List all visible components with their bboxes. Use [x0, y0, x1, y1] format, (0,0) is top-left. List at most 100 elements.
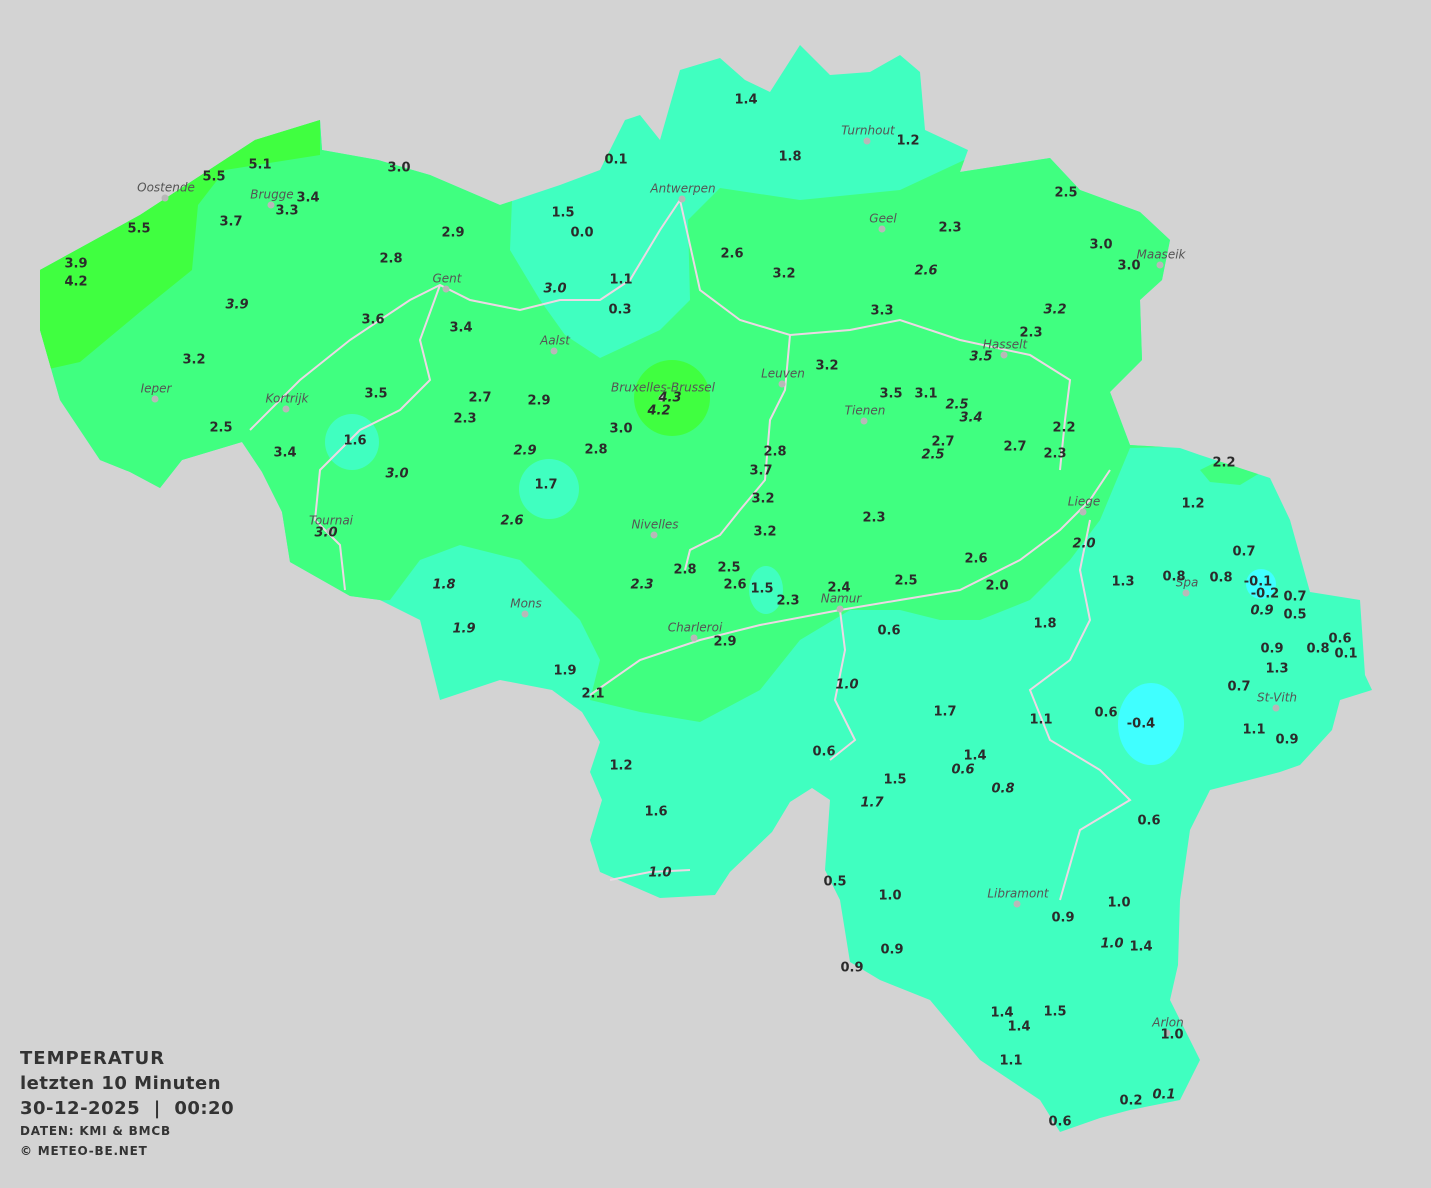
city-marker: Tienen [845, 404, 886, 425]
station-temperature: 0.8 [991, 782, 1014, 797]
city-labels: Turnhout Antwerpen Oostende Brugge Geel Maase… [137, 124, 1297, 1037]
station-temperature: 0.6 [877, 624, 900, 639]
city-marker: Kortrijk [266, 392, 310, 413]
station-temperature: 3.2 [751, 492, 774, 507]
station-temperature: 1.4 [990, 1006, 1013, 1021]
rivers [249, 199, 1132, 901]
station-temperature: 3.7 [219, 215, 242, 230]
station-temperature: 1.8 [778, 150, 801, 165]
city-dot-icon [267, 201, 275, 209]
station-temperature: 5.5 [202, 170, 225, 185]
station-temperature: 3.0 [543, 282, 566, 297]
city-marker: Mons [510, 597, 542, 618]
station-temperature: 1.8 [1033, 617, 1056, 632]
city-dot-icon [878, 225, 886, 233]
station-temperature: 2.9 [713, 635, 736, 650]
city-label: Arlon [1151, 1016, 1183, 1030]
city-label: Turnhout [841, 124, 896, 138]
city-label: Antwerpen [649, 182, 715, 196]
station-temperature: 0.6 [812, 745, 835, 760]
station-temperature: 2.4 [827, 581, 850, 596]
station-temperature: 2.5 [209, 421, 232, 436]
city-label: Tienen [845, 404, 886, 418]
station-temperature: 3.4 [449, 321, 472, 336]
city-label: Namur [821, 592, 863, 606]
station-temperature: 2.0 [1072, 537, 1095, 552]
city-marker: Brugge [250, 188, 294, 209]
station-temperature: 1.0 [1107, 896, 1130, 911]
station-temperature: 0.3 [608, 303, 631, 318]
city-marker: Oostende [137, 181, 195, 202]
station-temperature: 2.7 [931, 435, 954, 450]
station-temperature: 1.2 [1181, 497, 1204, 512]
station-temperature: 3.2 [772, 267, 795, 282]
city-dot-icon [1013, 900, 1021, 908]
city-dot-icon [863, 137, 871, 145]
city-label: Brugge [250, 188, 293, 202]
station-temperature: 1.4 [1129, 940, 1152, 955]
station-temperature: 3.2 [1043, 303, 1066, 318]
map-legend: TEMPERATUR letzten 10 Minuten 30-12-2025… [20, 1046, 234, 1161]
legend-period: letzten 10 Minuten [20, 1073, 222, 1094]
city-label: Libramont [987, 887, 1050, 901]
zone-above-4-west [40, 100, 320, 380]
station-temperature: 1.5 [883, 773, 906, 788]
station-temperature: 2.9 [527, 394, 550, 409]
station-temperature: 2.3 [453, 412, 476, 427]
city-marker: Arlon [1151, 1016, 1184, 1037]
station-temperature: 2.1 [581, 687, 604, 702]
city-dot-icon [778, 380, 786, 388]
city-dot-icon [550, 347, 558, 355]
city-label: Spa [1176, 576, 1199, 590]
station-temperature: 1.2 [896, 134, 919, 149]
city-label: Bruxelles-Brussel [611, 381, 716, 395]
zone-2-to-4 [40, 45, 1372, 722]
station-temperature: 0.8 [1209, 571, 1232, 586]
station-temperature: 2.3 [862, 511, 885, 526]
station-temperature: 2.9 [513, 444, 536, 459]
station-temperature: 2.8 [584, 443, 607, 458]
city-marker: Tournai [309, 514, 354, 535]
legend-title: TEMPERATUR [20, 1048, 166, 1069]
city-label: Tournai [309, 514, 354, 528]
station-temperature: 2.5 [1054, 186, 1077, 201]
station-temperature: 4.2 [646, 404, 670, 419]
station-temperature: 1.0 [878, 889, 901, 904]
station-temperature: 3.0 [1089, 238, 1112, 253]
city-dot-icon [1163, 1029, 1171, 1037]
station-temperature: 1.8 [432, 578, 455, 593]
city-dot-icon [326, 527, 334, 535]
city-label: Maaseik [1137, 248, 1187, 262]
station-temperature: 3.4 [296, 191, 319, 206]
station-temperature: 3.0 [314, 526, 337, 541]
station-temperature: 0.7 [1227, 680, 1250, 695]
station-temperature: 0.1 [1334, 647, 1357, 662]
station-temperature: 0.9 [1275, 733, 1298, 748]
station-temperature: 0.5 [1283, 608, 1306, 623]
station-temperature: 3.0 [385, 467, 408, 482]
city-marker: Maaseik [1137, 248, 1187, 269]
station-temperature: 2.3 [630, 578, 653, 593]
city-dot-icon [1000, 351, 1008, 359]
station-temperature: 2.2 [1052, 421, 1075, 436]
station-temperature: 1.0 [648, 866, 671, 881]
city-marker: Namur [821, 592, 863, 613]
station-temperature: 2.5 [894, 574, 917, 589]
station-temperature: 0.9 [1260, 642, 1283, 657]
station-temperature: 3.3 [870, 304, 893, 319]
city-marker: Aalst [539, 334, 571, 355]
station-temperature: 2.3 [1019, 326, 1042, 341]
city-dot-icon [442, 285, 450, 293]
city-marker: Hasselt [983, 338, 1028, 359]
station-temperature: 0.6 [951, 763, 974, 778]
station-temperature: 0.8 [1306, 642, 1329, 657]
legend-time: 00:20 [174, 1098, 235, 1119]
city-marker: Charleroi [668, 621, 723, 642]
station-temperature: 1.4 [734, 93, 757, 108]
station-temperature: 2.6 [723, 578, 746, 593]
city-marker: Bruxelles-Brussel [611, 381, 716, 402]
station-temperature: 4.3 [657, 391, 681, 406]
station-temperature: 2.5 [717, 561, 740, 576]
station-temperature: 1.9 [452, 622, 475, 637]
station-temperature: 2.6 [500, 514, 523, 529]
